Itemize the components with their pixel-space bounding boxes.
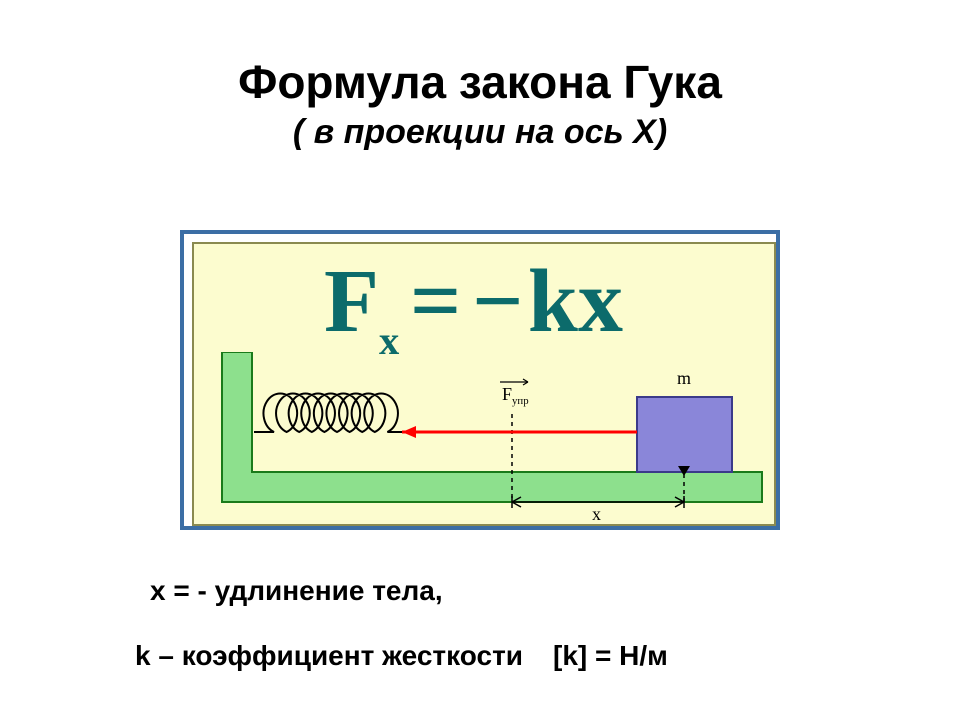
figure-frame-inner: Fx=−kx mFупрx — [192, 242, 776, 526]
svg-text:x: x — [592, 504, 601, 524]
svg-text:Fупр: Fупр — [502, 384, 529, 407]
caption-elongation: x = - удлинение тела, — [150, 575, 443, 607]
hooke-formula: Fx=−kx — [324, 250, 623, 360]
caption-stiffness: k – коэффициент жесткости [k] = Н/м — [135, 640, 668, 672]
formula-k: k — [528, 252, 578, 351]
caption-elongation-b: - удлинение тела, — [197, 575, 442, 606]
caption-elongation-a: x = — [150, 575, 197, 606]
figure-frame-outer: Fx=−kx mFупрx — [180, 230, 780, 530]
formula-equals: = — [410, 252, 457, 351]
caption-stiffness-b: [k] = Н/м — [553, 640, 668, 671]
svg-text:m: m — [677, 368, 691, 388]
formula-F: F — [324, 252, 379, 351]
formula-x: x — [578, 252, 623, 351]
formula-minus: − — [472, 252, 523, 351]
caption-stiffness-a: k – коэффициент жесткости — [135, 640, 523, 671]
spring-diagram: m Fупр x — [202, 352, 786, 536]
page-subtitle: ( в проекции на ось Х) — [0, 113, 960, 152]
page-title: Формула закона Гука — [0, 55, 960, 109]
